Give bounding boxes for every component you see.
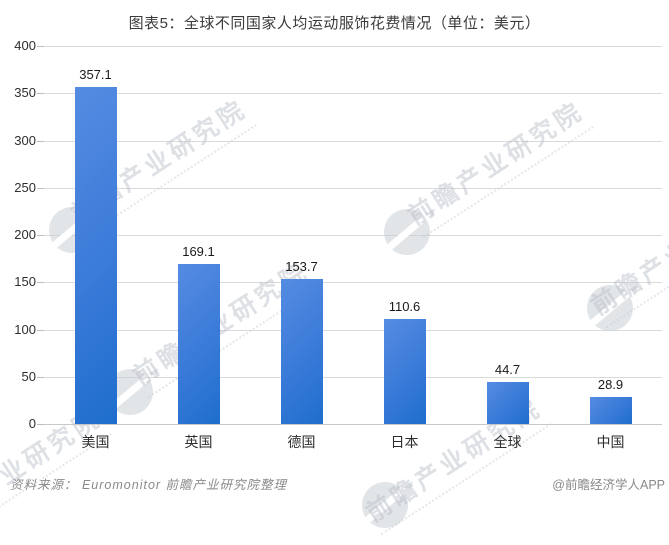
y-axis-label: 350 bbox=[14, 85, 36, 101]
x-axis-label: 中国 bbox=[596, 434, 625, 450]
bar-value-label: 28.9 bbox=[597, 376, 624, 392]
bar-中国 bbox=[589, 396, 632, 424]
credit-note: @前瞻经济学人APP bbox=[552, 478, 665, 492]
bar-美国 bbox=[74, 86, 117, 424]
y-axis-label: 300 bbox=[14, 132, 36, 148]
bar-value-label: 169.1 bbox=[182, 244, 215, 260]
x-axis-label: 德国 bbox=[287, 434, 316, 450]
bar-英国 bbox=[177, 264, 220, 424]
gridline bbox=[44, 140, 662, 142]
y-axis-tick bbox=[37, 46, 44, 47]
source-note: 资料来源： Euromonitor 前瞻产业研究院整理 bbox=[10, 478, 288, 492]
figure-footer: 资料来源： Euromonitor 前瞻产业研究院整理 @前瞻经济学人APP bbox=[0, 474, 669, 492]
y-axis-tick bbox=[37, 187, 44, 189]
y-axis-tick bbox=[37, 282, 44, 284]
gridline bbox=[44, 187, 662, 189]
y-axis-label: 400 bbox=[14, 38, 36, 53]
y-axis-label: 50 bbox=[21, 368, 36, 384]
gridline bbox=[44, 329, 662, 331]
chart-figure: 图表5：全球不同国家人均运动服饰花费情况（单位：美元） 前瞻产业研究院 前瞻产业研… bbox=[0, 0, 669, 499]
y-axis-label: 200 bbox=[14, 227, 36, 242]
bar-日本 bbox=[383, 319, 426, 424]
x-axis-label: 美国 bbox=[81, 434, 110, 450]
gridline bbox=[44, 93, 662, 95]
gridline bbox=[44, 376, 662, 378]
plot-area: 357.1 169.1 153.7 110.6 44.7 28.9 bbox=[44, 46, 662, 424]
y-axis-tick bbox=[37, 93, 44, 95]
bar-德国 bbox=[280, 278, 323, 424]
bar-value-label: 44.7 bbox=[494, 361, 521, 377]
bar-value-label: 357.1 bbox=[79, 66, 112, 82]
gridline bbox=[44, 282, 662, 284]
x-axis-label: 日本 bbox=[390, 434, 419, 450]
x-axis-label: 全球 bbox=[493, 434, 522, 450]
y-axis-label: 0 bbox=[28, 416, 36, 431]
y-axis-tick bbox=[37, 376, 44, 378]
y-axis-tick bbox=[37, 140, 44, 142]
chart-title: 图表5：全球不同国家人均运动服饰花费情况（单位：美元） bbox=[128, 15, 541, 32]
gridline bbox=[44, 46, 662, 47]
y-axis-label: 150 bbox=[14, 274, 36, 290]
y-axis-label: 250 bbox=[14, 179, 36, 195]
gridline bbox=[44, 424, 662, 425]
bar-value-label: 110.6 bbox=[388, 299, 421, 315]
y-axis-tick bbox=[37, 329, 44, 331]
grid-layer bbox=[44, 46, 662, 425]
bar-value-label: 153.7 bbox=[285, 258, 318, 274]
x-axis-label: 英国 bbox=[184, 434, 213, 450]
y-axis-tick bbox=[37, 424, 44, 425]
gridline bbox=[44, 235, 662, 236]
y-axis-tick bbox=[37, 235, 44, 236]
y-axis-label: 100 bbox=[14, 321, 36, 337]
bar-全球 bbox=[486, 381, 529, 424]
x-axis: 美国 英国 德国 日本 全球 中国 bbox=[44, 432, 662, 452]
